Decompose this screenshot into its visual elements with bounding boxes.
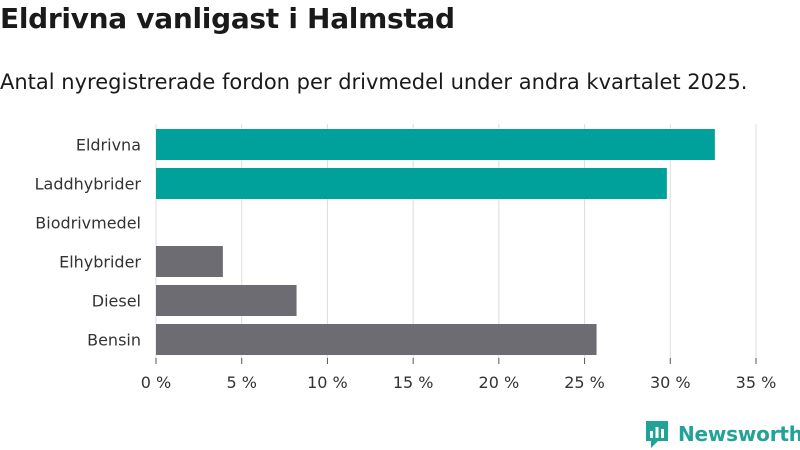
bars — [156, 129, 715, 355]
chart-subtitle: Antal nyregistrerade fordon per drivmede… — [0, 70, 748, 94]
category-label: Biodrivmedel — [35, 214, 141, 233]
category-label: Bensin — [87, 331, 141, 350]
x-tick-label: 25 % — [564, 373, 605, 392]
x-axis-tick-labels: 0 % 5 % 10 % 15 % 20 % 25 % 30 % 35 % — [141, 373, 777, 392]
x-tick-label: 20 % — [479, 373, 520, 392]
category-label: Eldrivna — [76, 136, 141, 155]
x-tick-label: 0 % — [141, 373, 171, 392]
category-label: Laddhybrider — [35, 175, 142, 194]
category-label: Diesel — [92, 292, 141, 311]
bar — [156, 168, 667, 199]
grid-lines — [155, 124, 757, 364]
bar — [156, 285, 297, 316]
newsworthy-logo-icon — [646, 421, 668, 448]
x-tick-label: 30 % — [650, 373, 691, 392]
x-tick-label: 35 % — [736, 373, 777, 392]
chart-title: Eldrivna vanligast i Halmstad — [0, 2, 455, 35]
category-label: Elhybrider — [59, 253, 141, 272]
brand-name: Newsworthy — [678, 422, 800, 446]
x-tick-label: 5 % — [226, 373, 256, 392]
bar — [156, 246, 223, 277]
x-tick-label: 10 % — [307, 373, 348, 392]
newsworthy-brand: Newsworthy — [644, 419, 800, 449]
category-labels: Eldrivna Laddhybrider Biodrivmedel Elhybrid… — [35, 136, 142, 350]
x-tick-label: 15 % — [393, 373, 434, 392]
bar — [156, 324, 597, 355]
bar — [156, 129, 715, 160]
